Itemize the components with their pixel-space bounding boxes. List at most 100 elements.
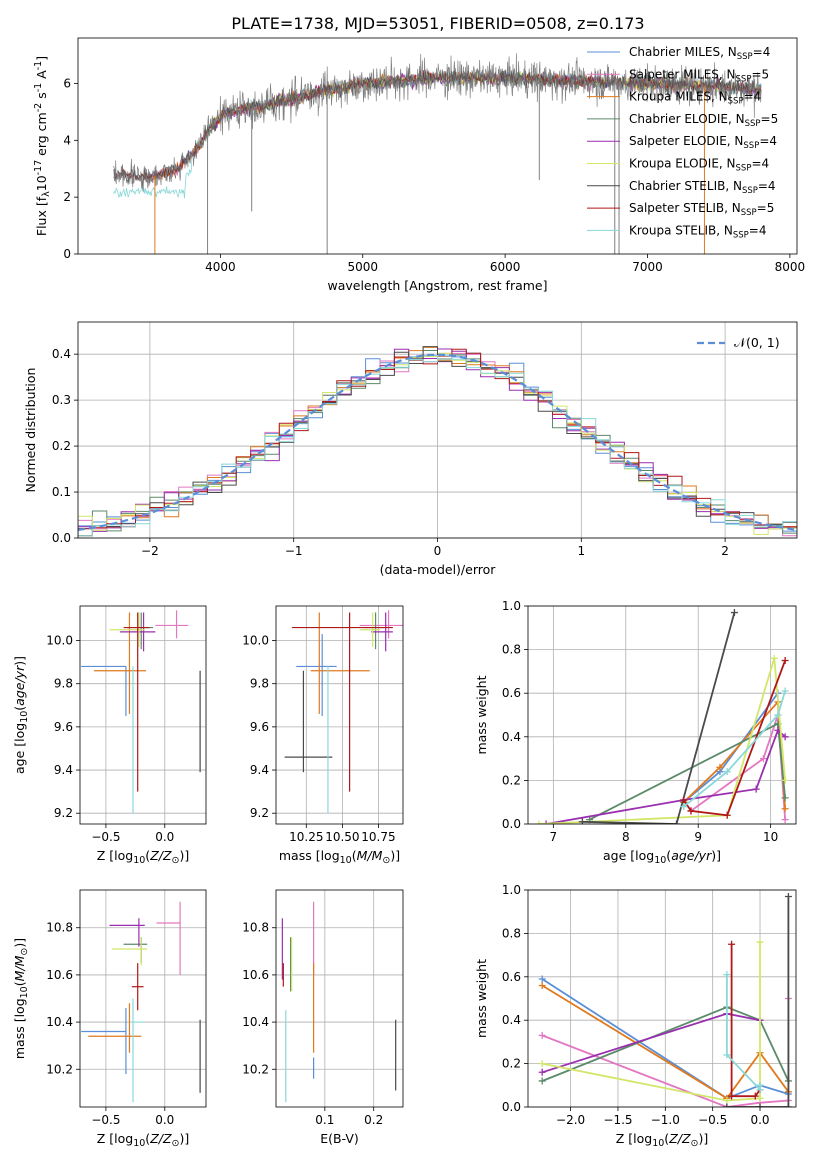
- weight_vs_Z-axes: −2.0 −1.5 −1.0 −0.5 0.0 0.0 0.2 0.4 0.6 0.8 1.0 Z […: [474, 883, 797, 1149]
- weight-marker: [723, 811, 731, 819]
- weight-marker: [535, 820, 543, 824]
- y-tick-label: 9.4: [54, 763, 73, 777]
- y-tick-label: 10.4: [46, 1015, 73, 1029]
- y-tick-label: 9.2: [250, 806, 269, 820]
- weight-marker: [781, 794, 789, 802]
- y-axis-label: Normed distribution: [23, 368, 38, 493]
- x-tick-label: −1.0: [651, 1113, 680, 1127]
- weight-marker: [756, 1081, 764, 1089]
- weight-line: [730, 944, 761, 1098]
- y-tick-label: 0.3: [52, 393, 71, 407]
- x-tick-label: 6000: [490, 260, 521, 274]
- x-tick-label: −0.5: [698, 1113, 727, 1127]
- weight-marker: [687, 807, 695, 815]
- weight-line: [541, 978, 789, 1100]
- weight-marker: [538, 1077, 546, 1085]
- y-tick-label: 1.0: [502, 883, 521, 897]
- x-axis-label: wavelength [Angstrom, rest frame]: [327, 278, 547, 293]
- weight-marker: [770, 654, 778, 662]
- y-tick-label: 0.6: [502, 970, 521, 984]
- weight-marker: [723, 971, 731, 979]
- x-tick-label: −2: [141, 544, 159, 558]
- x-tick-label: 0.2: [364, 1113, 383, 1127]
- weight_vs_Z-frame: [527, 889, 797, 1108]
- mass_vs_Z-frame: [79, 889, 207, 1108]
- weight-marker: [774, 711, 782, 719]
- weight-marker: [538, 981, 546, 989]
- x-axis-label: E(B-V): [320, 1131, 359, 1146]
- residuals-plot: [78, 346, 797, 537]
- weight_vs_Z-plot: [538, 893, 792, 1107]
- y-tick-label: 0.6: [502, 686, 521, 700]
- weight-marker: [784, 893, 792, 901]
- weight-marker: [680, 796, 688, 804]
- x-tick-label: 7000: [632, 260, 663, 274]
- weight-line: [682, 660, 786, 817]
- x-axis-label: Z [log10​(Z/Z⊙​)]: [616, 1131, 709, 1149]
- y-tick-label: 10.8: [46, 921, 73, 935]
- figure-title: PLATE=1738, MJD=53051, FIBERID=0508, z=0…: [231, 14, 644, 33]
- x-tick-label: 0.0: [155, 1113, 174, 1127]
- x-tick-label: 8: [622, 830, 630, 844]
- weight-marker: [781, 776, 789, 784]
- mass_vs_EBV-axes: 0.1 0.2 10.2 10.4 10.6 10.8 E(B-V): [242, 889, 404, 1146]
- x-tick-label: 10.50: [325, 830, 359, 844]
- y-tick-label: 10.0: [242, 634, 269, 648]
- x-tick-label: 8000: [775, 260, 806, 274]
- y-tick-label: 9.8: [54, 677, 73, 691]
- x-tick-label: 1: [577, 544, 585, 558]
- age_vs_mass-plot: [284, 610, 403, 814]
- weight-line: [582, 612, 736, 824]
- y-axis-label: mass weight: [474, 959, 489, 1038]
- x-tick-label: −2.0: [556, 1113, 585, 1127]
- y-axis-label: mass weight: [474, 675, 489, 754]
- mass_vs_Z-plot: [81, 901, 201, 1103]
- weight-marker: [730, 609, 738, 617]
- weight-marker: [538, 1068, 546, 1076]
- y-tick-label: 10.6: [46, 968, 73, 982]
- y-tick-label: 10.2: [242, 1062, 269, 1076]
- legend-label: Salpeter ELODIE, NSSP=4: [629, 134, 777, 151]
- weight-line: [726, 896, 790, 1107]
- weight-marker: [728, 940, 736, 948]
- weight-marker: [728, 1092, 736, 1100]
- weight-marker: [578, 818, 586, 824]
- legend-label: Kroupa MILES, NSSP=4: [629, 90, 761, 107]
- weight-marker: [751, 1092, 759, 1100]
- spectrum-plot: [113, 53, 762, 254]
- x-tick-label: 2: [721, 544, 729, 558]
- mass_vs_EBV-plot: [281, 901, 397, 1103]
- weight-marker: [781, 733, 789, 741]
- y-tick-label: 10.4: [242, 1015, 269, 1029]
- weight-marker: [784, 1103, 792, 1107]
- weight-marker: [752, 785, 760, 793]
- y-tick-label: 2: [63, 190, 71, 204]
- weight-marker: [756, 1094, 764, 1102]
- x-tick-label: −1.5: [603, 1113, 632, 1127]
- normal-legend-label: 𝒩(0, 1): [734, 335, 780, 350]
- y-tick-label: 6: [63, 76, 71, 90]
- x-tick-label: 10.75: [361, 830, 395, 844]
- age_vs_Z-frame: [79, 605, 207, 825]
- weight_vs_age-axes: 7 8 9 10 0.0 0.2 0.4 0.6 0.8 1.0 age [log10​(age/y…: [474, 599, 797, 866]
- residuals-frame: [77, 321, 798, 539]
- x-axis-label: Z [log10​(Z/Z⊙​)]: [97, 848, 190, 866]
- x-tick-label: 0: [434, 544, 442, 558]
- age_vs_mass-axes: 10.25 10.50 10.75 9.2 9.4 9.6 9.8 10.0 mass [log…: [242, 605, 404, 866]
- weight-line: [542, 942, 761, 1102]
- spectrum-axes: 4000 5000 6000 7000 8000 0 2 4 6 wavelength [Angs…: [33, 37, 806, 293]
- y-tick-label: 9.6: [54, 720, 73, 734]
- weight-marker: [756, 938, 764, 946]
- x-tick-label: −0.5: [91, 1113, 120, 1127]
- weight-marker: [723, 1103, 731, 1107]
- age_vs_Z-axes: −0.5 0.0 9.2 9.4 9.6 9.8 10.0 Z [log10​(Z/Z⊙​)]…: [12, 605, 207, 866]
- weight-marker: [672, 820, 680, 824]
- weight_vs_age-frame: [527, 605, 797, 825]
- weight-marker: [781, 687, 789, 695]
- y-tick-label: 0.4: [502, 1013, 521, 1027]
- x-tick-label: −1: [285, 544, 303, 558]
- x-tick-label: 0.1: [315, 1113, 334, 1127]
- weight-marker: [538, 1060, 546, 1068]
- y-tick-label: 0.4: [502, 730, 521, 744]
